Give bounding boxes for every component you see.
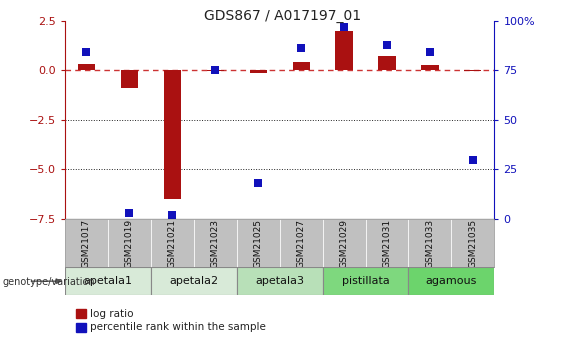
Text: apetala1: apetala1 <box>84 276 132 286</box>
Point <box>211 68 220 73</box>
Text: GSM21021: GSM21021 <box>168 219 177 268</box>
Bar <box>451 219 494 267</box>
Text: GSM21031: GSM21031 <box>383 219 392 268</box>
Bar <box>366 219 408 267</box>
Text: GSM21029: GSM21029 <box>340 219 349 268</box>
Point <box>168 213 177 218</box>
Bar <box>336 31 353 70</box>
Bar <box>164 70 181 199</box>
Bar <box>194 219 237 267</box>
Bar <box>151 267 237 295</box>
Text: agamous: agamous <box>426 276 477 286</box>
Point <box>297 46 306 51</box>
Text: GSM21027: GSM21027 <box>297 219 306 268</box>
Text: GSM21019: GSM21019 <box>125 219 134 268</box>
Bar <box>108 219 151 267</box>
Text: GSM21035: GSM21035 <box>468 219 477 268</box>
Point <box>340 24 349 29</box>
Bar <box>408 267 494 295</box>
Bar <box>280 219 323 267</box>
Text: GDS867 / A017197_01: GDS867 / A017197_01 <box>204 9 361 23</box>
Text: GSM21025: GSM21025 <box>254 219 263 268</box>
Text: genotype/variation: genotype/variation <box>3 277 95 287</box>
Text: apetala2: apetala2 <box>170 276 218 286</box>
Text: log ratio: log ratio <box>90 309 134 318</box>
Bar <box>207 70 224 71</box>
Text: pistillata: pistillata <box>342 276 389 286</box>
Point <box>383 42 392 47</box>
Point <box>425 50 434 55</box>
Bar <box>121 70 138 88</box>
Text: GSM21023: GSM21023 <box>211 219 220 268</box>
Bar <box>65 219 108 267</box>
Text: GSM21017: GSM21017 <box>82 219 91 268</box>
Point <box>468 157 477 162</box>
Bar <box>65 267 151 295</box>
Point <box>125 210 134 216</box>
Bar <box>464 70 481 71</box>
Text: percentile rank within the sample: percentile rank within the sample <box>90 323 266 332</box>
Bar <box>151 219 194 267</box>
Bar <box>408 219 451 267</box>
Point <box>254 181 263 186</box>
Bar <box>237 267 323 295</box>
Bar <box>323 267 408 295</box>
Text: apetala3: apetala3 <box>255 276 304 286</box>
Text: GSM21033: GSM21033 <box>425 219 434 268</box>
Bar <box>323 219 366 267</box>
Bar <box>293 62 310 70</box>
Bar <box>237 219 280 267</box>
Bar <box>78 65 95 70</box>
Bar <box>250 70 267 73</box>
Bar <box>379 57 395 70</box>
Point <box>82 50 91 55</box>
Bar <box>421 65 438 70</box>
